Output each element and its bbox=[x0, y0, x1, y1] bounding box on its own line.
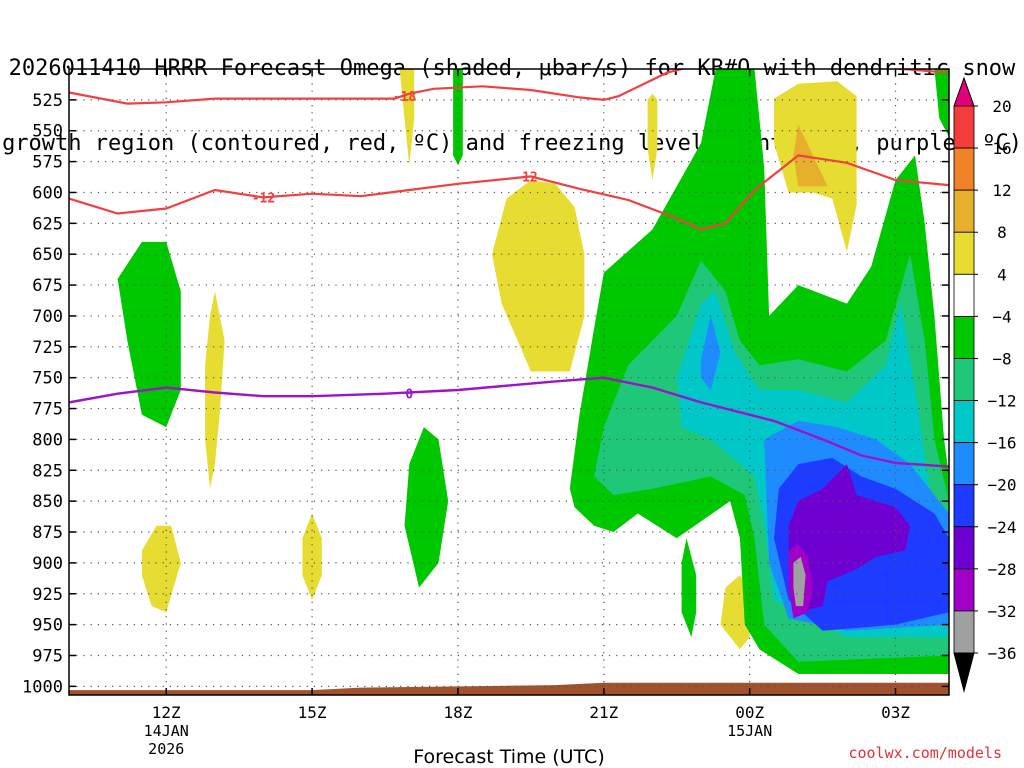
terrain-surface bbox=[69, 682, 949, 695]
omega-region-neg4 bbox=[404, 427, 449, 588]
y-tick-label: 725 bbox=[32, 338, 63, 358]
x-tick-label: 12Z bbox=[152, 703, 181, 722]
x-tick-label: 15Z bbox=[298, 703, 327, 722]
y-tick-label: 525 bbox=[32, 91, 63, 111]
y-tick-label: 750 bbox=[32, 369, 63, 389]
colorbar-swatch bbox=[953, 484, 975, 528]
colorbar-label: −12 bbox=[988, 392, 1017, 411]
colorbar-label: 20 bbox=[992, 97, 1011, 116]
colorbar-label: 12 bbox=[992, 181, 1011, 200]
x-tick-label: 03Z bbox=[881, 703, 910, 722]
contour-label-dgz_m12: -12 bbox=[252, 191, 275, 206]
x-axis-title: Forecast Time (UTC) bbox=[413, 746, 604, 768]
colorbar-label: 16 bbox=[992, 139, 1011, 158]
omega-region-pos4 bbox=[205, 291, 225, 489]
y-tick-label: 675 bbox=[32, 276, 63, 296]
colorbar-label: −24 bbox=[988, 518, 1017, 537]
y-tick-label: 850 bbox=[32, 492, 63, 512]
y-tick-label: 625 bbox=[32, 214, 63, 234]
colorbar-label: −28 bbox=[988, 560, 1017, 579]
colorbar-swatch bbox=[953, 610, 975, 654]
colorbar-label: −36 bbox=[988, 644, 1017, 663]
omega-region-neg4 bbox=[453, 69, 463, 166]
colorbar-top-arrow bbox=[953, 76, 975, 107]
colorbar-label: 4 bbox=[997, 265, 1007, 284]
colorbar-swatch bbox=[953, 189, 975, 233]
y-tick-label: 650 bbox=[32, 245, 63, 265]
credit-text: coolwx.com/models bbox=[848, 744, 1002, 762]
colorbar-label: 8 bbox=[997, 223, 1007, 242]
x-tick-label: 18Z bbox=[443, 703, 472, 722]
y-tick-label: 575 bbox=[32, 153, 63, 173]
colorbar-swatch bbox=[953, 105, 975, 149]
y-tick-label: 925 bbox=[32, 585, 63, 605]
plot-area: -18 -12 -12 0 bbox=[69, 69, 949, 695]
y-tick-label: 550 bbox=[32, 122, 63, 142]
colorbar-swatch bbox=[953, 358, 975, 401]
omega-region-neg4 bbox=[117, 241, 181, 428]
colorbar-swatch bbox=[953, 568, 975, 612]
contour-label-dgz_m18: -18 bbox=[393, 90, 417, 105]
y-tick-label: 700 bbox=[32, 307, 63, 327]
y-tick-label: 775 bbox=[32, 400, 63, 420]
colorbar-bottom-arrow bbox=[953, 652, 975, 693]
colorbar-swatch bbox=[953, 147, 975, 191]
plot-frame bbox=[68, 68, 950, 696]
x-tick-sublabel: 14JAN bbox=[144, 722, 189, 740]
omega-region-neg4 bbox=[934, 69, 949, 137]
colorbar-label: −4 bbox=[992, 307, 1011, 326]
omega-region-pos4 bbox=[141, 525, 181, 613]
colorbar-swatch bbox=[953, 526, 975, 570]
y-tick-label: 1000 bbox=[22, 677, 63, 697]
colorbar-swatch bbox=[953, 315, 975, 359]
colorbar-label: −8 bbox=[992, 349, 1011, 368]
omega-region-pos8 bbox=[793, 124, 828, 187]
x-tick-sublabel: 15JAN bbox=[727, 722, 772, 740]
colorbar-label: −20 bbox=[988, 476, 1017, 495]
omega-region-neg4 bbox=[681, 538, 697, 637]
y-tick-label: 800 bbox=[32, 430, 63, 450]
x-tick-label: 21Z bbox=[589, 703, 618, 722]
colorbar-swatch bbox=[953, 442, 975, 486]
contour-freezing_0 bbox=[69, 376, 949, 468]
y-tick-label: 950 bbox=[32, 616, 63, 636]
colorbar-swatch bbox=[953, 400, 975, 444]
x-tick-label: 00Z bbox=[735, 703, 764, 722]
colorbar-label: −32 bbox=[988, 602, 1017, 621]
omega-region-neg16 bbox=[701, 315, 721, 390]
contour-label-dgz_m12: -12 bbox=[514, 170, 537, 185]
omega-region-pos4 bbox=[720, 575, 750, 650]
colorbar-label: −16 bbox=[988, 434, 1017, 453]
omega-region-pos4 bbox=[399, 69, 415, 166]
y-tick-label: 975 bbox=[32, 646, 63, 666]
contour-dgz_m18 bbox=[69, 69, 949, 105]
x-tick-sublabel: 2026 bbox=[148, 740, 184, 758]
contour-dgz_m12 bbox=[69, 154, 949, 231]
omega-region-pos4 bbox=[492, 180, 585, 372]
y-tick-label: 825 bbox=[32, 461, 63, 481]
y-tick-label: 875 bbox=[32, 523, 63, 543]
y-tick-label: 900 bbox=[32, 554, 63, 574]
colorbar-swatch bbox=[953, 231, 975, 275]
colorbar-swatch bbox=[953, 273, 975, 317]
colorbar: 20 16 12 8 4 −4 −8 −12 −16 −20 −24 −28 −32 −36 bbox=[953, 76, 1017, 693]
y-tick-label: 600 bbox=[32, 183, 63, 203]
contour-label-freezing_0: 0 bbox=[405, 388, 413, 403]
omega-region-pos4 bbox=[647, 93, 658, 181]
omega-region-pos4 bbox=[302, 513, 322, 600]
